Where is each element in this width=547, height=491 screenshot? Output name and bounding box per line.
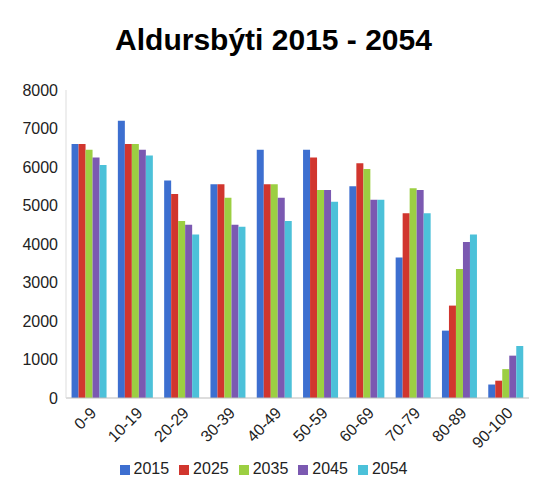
svg-text:4000: 4000: [22, 236, 58, 253]
html-text:2015: 2015: [133, 460, 170, 477]
svg-text:0-9: 0-9: [71, 404, 99, 432]
svg-text:70-79: 70-79: [382, 404, 423, 445]
html-text:2025: 2025: [193, 460, 229, 477]
svg-text:20-29: 20-29: [151, 404, 192, 445]
html-text:Aldursbýti 2015 - 2054: Aldursbýti 2015 - 2054: [115, 23, 432, 56]
svg-text:80-89: 80-89: [429, 404, 470, 445]
html-text:2054: 2054: [371, 460, 408, 477]
svg-text:90-100: 90-100: [469, 404, 516, 451]
html-text:2035: 2035: [252, 460, 289, 477]
html-text:2045: 2045: [312, 460, 348, 477]
svg-text:30-39: 30-39: [197, 404, 238, 445]
svg-text:8000: 8000: [22, 82, 58, 99]
svg-text:40-49: 40-49: [244, 404, 285, 445]
svg-text:60-69: 60-69: [336, 404, 377, 445]
svg-text:2000: 2000: [22, 313, 58, 330]
svg-text:1000: 1000: [22, 351, 58, 368]
svg-text:5000: 5000: [22, 197, 58, 214]
svg-text:6000: 6000: [22, 159, 58, 176]
svg-text:3000: 3000: [22, 274, 58, 291]
svg-text:50-59: 50-59: [290, 404, 331, 445]
svg-text:0: 0: [49, 390, 58, 407]
svg-text:10-19: 10-19: [105, 404, 146, 445]
svg-text:7000: 7000: [22, 120, 58, 137]
